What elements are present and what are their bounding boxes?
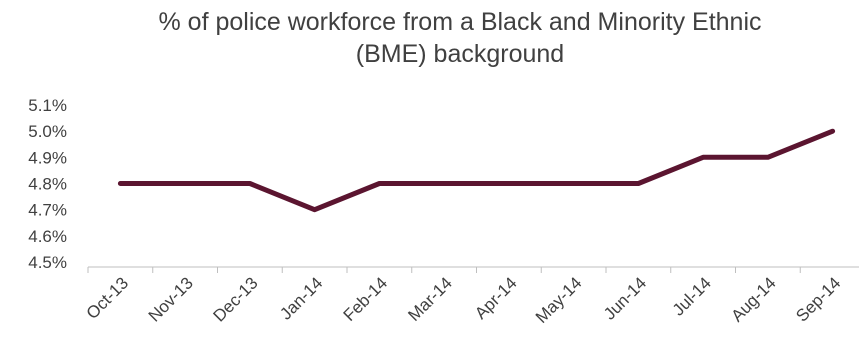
series-line xyxy=(117,128,836,213)
x-tick-label: Mar-14 xyxy=(404,273,456,325)
x-tick-label: Jul-14 xyxy=(669,273,715,319)
y-tick-label: 5.1% xyxy=(28,96,67,115)
x-tick-label: Jun-14 xyxy=(600,273,650,323)
chart-title-line-2: (BME) background xyxy=(355,40,565,68)
y-tick-label: 4.6% xyxy=(28,227,67,246)
x-tick-label: Aug-14 xyxy=(727,273,779,325)
x-tick-label: Oct-13 xyxy=(83,273,133,323)
x-axis: Oct-13 Nov-13 Dec-13 Jan-14 Feb-14 Mar-14 Apr-… xyxy=(83,266,859,327)
y-tick-label: 4.7% xyxy=(28,201,67,220)
chart-title-line-1: % of police workforce from a Black and M… xyxy=(158,8,762,36)
x-tick-label: May-14 xyxy=(532,273,586,327)
x-tick-label: Nov-13 xyxy=(145,273,197,325)
chart-title: % of police workforce from a Black and M… xyxy=(0,6,859,70)
x-tick-label: Sep-14 xyxy=(792,273,844,325)
x-tick-label: Feb-14 xyxy=(340,273,392,325)
y-axis-labels: 4.5% 4.6% 4.7% 4.8% 4.9% 5.0% 5.1% xyxy=(28,96,67,272)
x-tick-label: Jan-14 xyxy=(276,273,326,323)
y-tick-label: 4.8% xyxy=(28,175,67,194)
series-group xyxy=(117,128,836,213)
x-tick-label: Apr-14 xyxy=(471,273,521,323)
y-tick-label: 5.0% xyxy=(28,122,67,141)
y-tick-label: 4.5% xyxy=(28,253,67,272)
y-tick-label: 4.9% xyxy=(28,148,67,167)
x-tick-label: Dec-13 xyxy=(210,273,262,325)
